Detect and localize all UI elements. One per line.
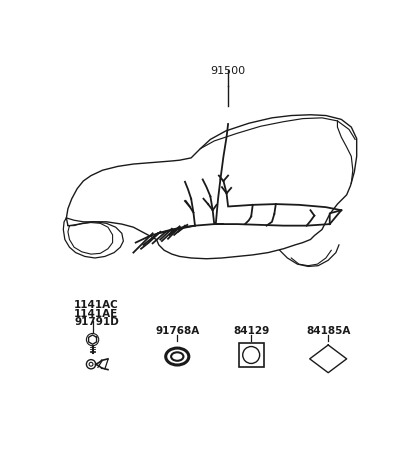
Text: 91791D: 91791D <box>74 317 119 327</box>
Text: 1141AC: 1141AC <box>74 299 119 309</box>
Text: 84129: 84129 <box>233 325 269 335</box>
Bar <box>239 343 264 367</box>
Text: 91500: 91500 <box>211 66 246 76</box>
Text: 91768A: 91768A <box>155 325 199 335</box>
Text: 1141AE: 1141AE <box>74 308 118 318</box>
Text: 84185A: 84185A <box>306 325 350 335</box>
